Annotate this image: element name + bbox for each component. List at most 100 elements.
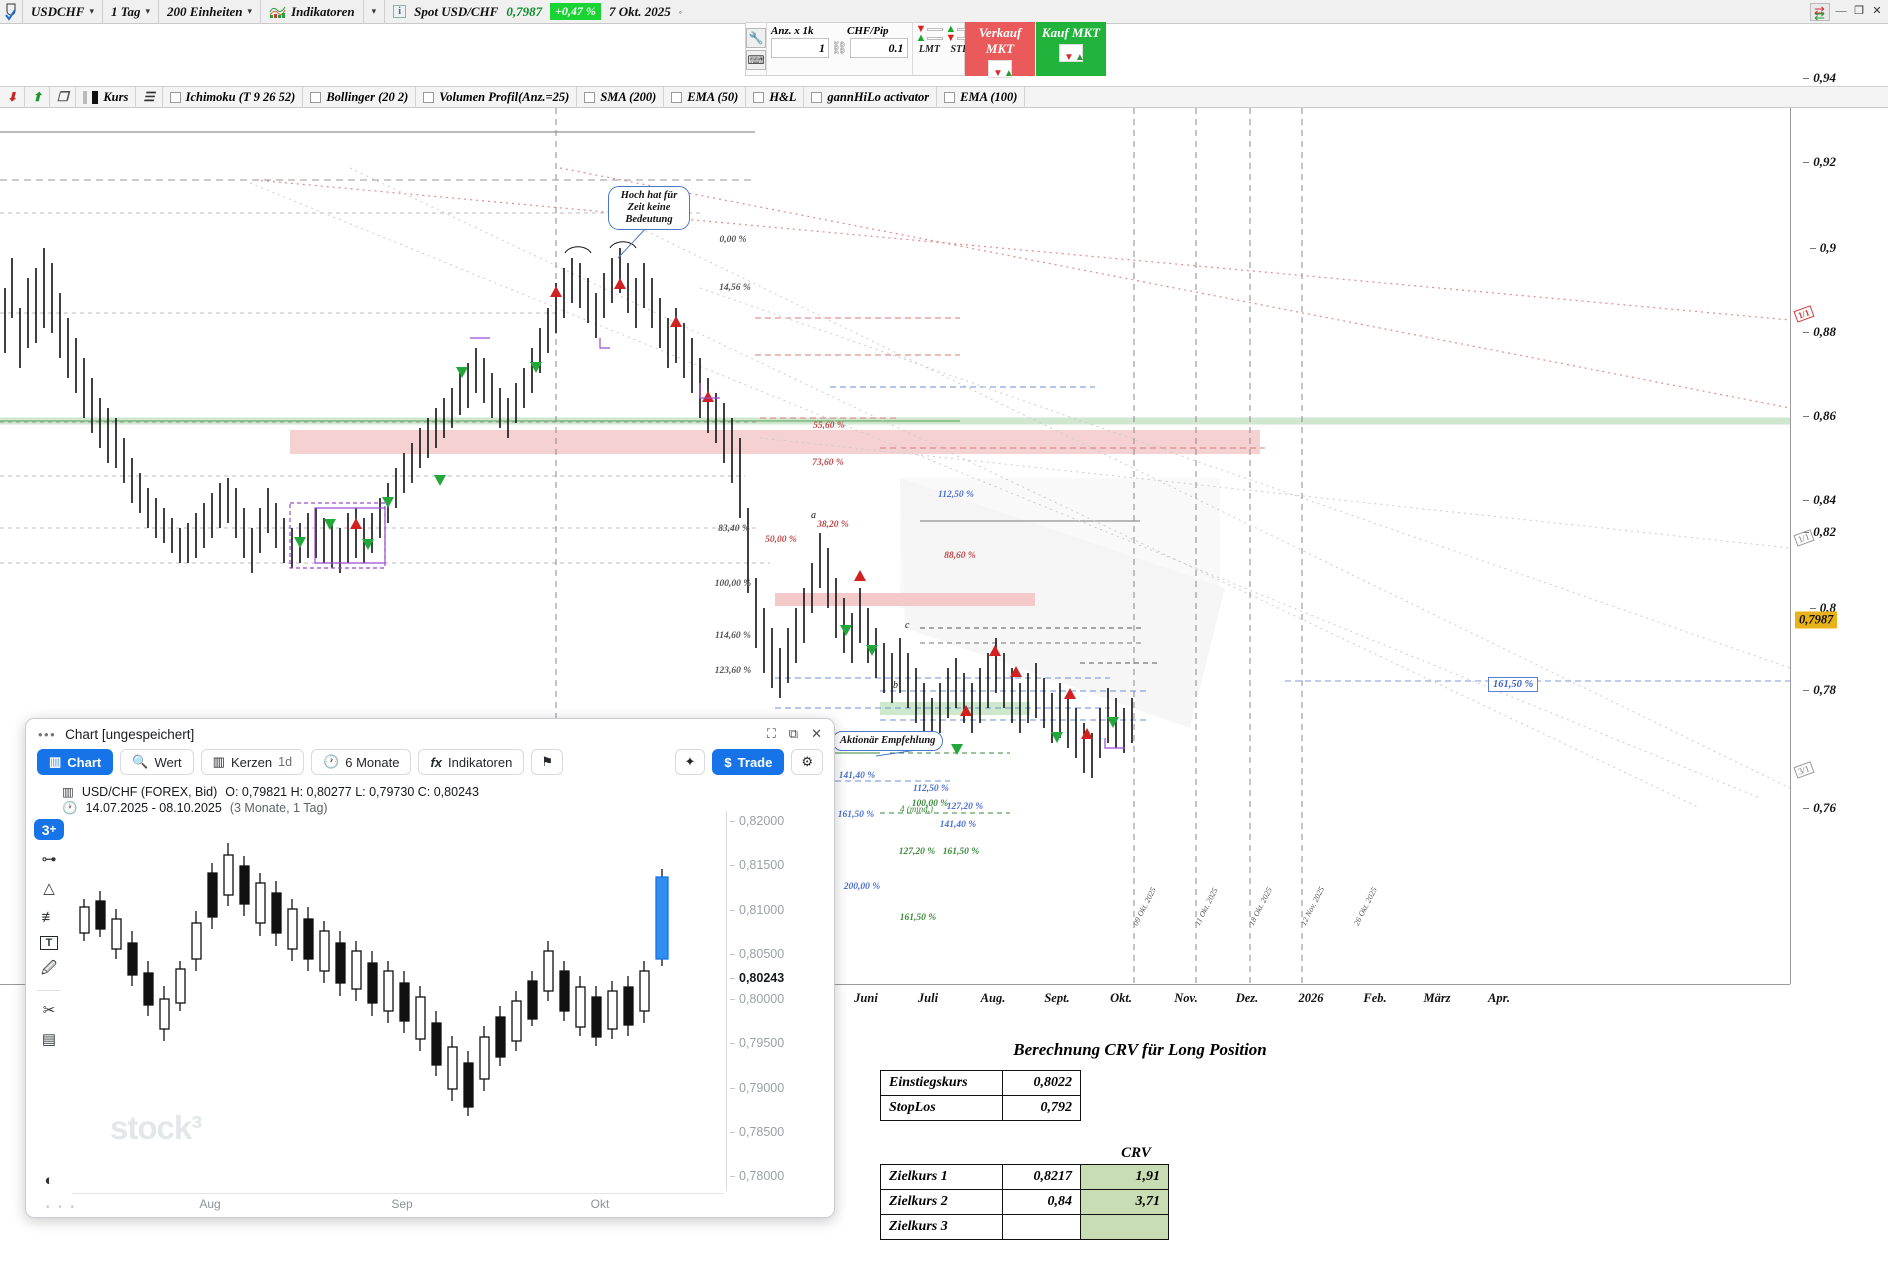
indicator-hl[interactable]: H&L — [746, 86, 805, 108]
current-price-tag: 0,7987 — [1795, 611, 1838, 629]
popout-icon[interactable]: ⧉ — [788, 726, 799, 741]
toolbar-logo[interactable] — [0, 0, 23, 24]
checkbox-icon[interactable] — [671, 91, 683, 103]
download-button[interactable]: ⬇ — [0, 86, 26, 108]
x-tick: 2026 — [1298, 991, 1324, 1005]
floating-chart-window[interactable]: ••• Chart [ungespeichert] ⛶ ⧉ ✕ ▥ Chart … — [25, 718, 835, 1218]
swap-icon[interactable] — [1810, 2, 1830, 24]
indicator-ichimoku[interactable]: Ichimoku (T 9 26 52) — [163, 86, 304, 108]
sell-market-button[interactable]: Verkauf MKT ▼▲ — [965, 22, 1035, 79]
keyboard-icon[interactable]: ⌨ — [746, 50, 766, 70]
annotation-hoch-zeit[interactable]: Hoch hat für Zeit keine Bedeutung — [608, 186, 690, 230]
indicators-dropdown[interactable]: ▾ — [364, 0, 386, 24]
floating-price-axis[interactable]: 0,82000 0,81500 0,81000 0,80500 0,80243 … — [726, 811, 834, 1191]
fib-icon[interactable]: ≢ — [41, 909, 57, 927]
maximize-button[interactable]: ❐ — [1854, 4, 1864, 17]
info-icon[interactable]: i — [393, 5, 407, 18]
y-tick: 0,9 — [1809, 240, 1836, 255]
y-tick: 0,86 — [1803, 408, 1836, 423]
close-icon[interactable]: ✕ — [811, 726, 822, 741]
indicator-ema50[interactable]: EMA (50) — [664, 86, 747, 108]
checkbox-icon[interactable] — [944, 91, 956, 103]
edit-icon[interactable]: 🖉 — [41, 960, 57, 978]
row-label: Zielkurs 2 — [880, 1189, 1003, 1215]
floating-chart-plot[interactable]: stock³ — [72, 811, 724, 1191]
tools-icon[interactable]: ✂ — [42, 1001, 56, 1019]
checkbox-icon[interactable] — [169, 91, 181, 103]
table-row: Einstiegskurs 0,8022 — [880, 1070, 1081, 1096]
bookmark-button[interactable]: ⚑ — [531, 749, 563, 775]
indicator-label: EMA (100) — [960, 89, 1018, 104]
fib-label: 127,20 % — [898, 847, 936, 857]
units-selector[interactable]: 200 Einheiten ▾ — [159, 0, 262, 24]
indicator-ema100[interactable]: EMA (100) — [937, 86, 1026, 108]
triangle-icon[interactable]: △ — [43, 880, 55, 898]
floating-time-axis[interactable]: Aug Sep Okt — [72, 1193, 724, 1213]
clock-icon: 🕐 — [323, 754, 340, 769]
wave-label-c: c — [905, 620, 910, 631]
trade-label: Trade — [737, 754, 773, 770]
ratio-box-3-1: 3/1 — [1793, 761, 1815, 779]
main-price-chart[interactable]: 0,00 % 14,56 % 55,60 % 73,60 % 112,50 % … — [0, 108, 1790, 984]
indicator-label: Volumen Profil(Anz.=25) — [439, 89, 570, 104]
indicator-volumen-profil[interactable]: Volumen Profil(Anz.=25) — [416, 86, 578, 108]
checkbox-icon[interactable] — [584, 91, 596, 103]
checkbox-icon[interactable] — [753, 91, 765, 103]
checkbox-icon[interactable] — [310, 91, 322, 103]
drawing-toolbar: 3 + ⊶ △ ≢ T 🖉 ✂ ▤ ◐ — [32, 811, 66, 1191]
minimize-button[interactable]: — — [1835, 4, 1847, 17]
magic-button[interactable]: ✦ — [674, 749, 706, 775]
text-icon[interactable]: T — [40, 936, 58, 951]
row-crv — [1080, 1214, 1169, 1240]
tab-kerzen[interactable]: ▥ Kerzen 1d — [200, 749, 305, 775]
indicator-bollinger[interactable]: Bollinger (20 2) — [303, 86, 417, 108]
price-indicator[interactable]: Kurs — [76, 86, 137, 108]
upload-button[interactable]: ⬆ — [25, 86, 51, 108]
annotation-aktionaer[interactable]: Aktionär Empfehlung — [832, 731, 944, 751]
indicator-label: gannHiLo activator — [827, 89, 930, 104]
y-tick: 0,94 — [1803, 70, 1836, 85]
table-row: Zielkurs 3 — [880, 1214, 1169, 1240]
wrench-icon[interactable]: 🔧 — [746, 28, 766, 48]
crv-column-header: CRV — [1121, 1145, 1151, 1161]
quote-date: 7 Okt. 2025 — [608, 3, 671, 19]
quantity-input[interactable]: 1 — [771, 38, 829, 58]
symbol-selector[interactable]: USDCHF ▾ — [23, 0, 103, 24]
tab-label: Kerzen — [230, 754, 273, 770]
tab-chart[interactable]: ▥ Chart — [37, 749, 114, 775]
indicator-gannhilo[interactable]: gannHiLo activator — [804, 86, 938, 108]
pager-dots[interactable]: • • • — [46, 1202, 78, 1213]
checkbox-icon[interactable] — [811, 91, 823, 103]
list-button[interactable]: ☰ — [136, 86, 163, 108]
tab-indikatoren[interactable]: fx Indikatoren — [418, 749, 525, 775]
y-tick: 0,78 — [1803, 682, 1836, 697]
expand-icon[interactable]: ⛶ — [766, 726, 776, 741]
lmt-button[interactable]: ▼ ▲ LMT — [916, 24, 944, 75]
y-tick: 0,8 — [1809, 600, 1836, 615]
checkbox-icon[interactable] — [423, 91, 435, 103]
close-button[interactable]: ✕ — [1872, 4, 1882, 17]
fib-label: 88,60 % — [944, 551, 976, 561]
candles-icon: ▥ — [212, 754, 225, 769]
price-axis[interactable]: 0,94 0,92 0,9 0,88 0,86 0,84 0,82 0,8 0,… — [1790, 70, 1888, 984]
copy-button[interactable]: ❐ — [50, 86, 77, 108]
link-icon[interactable]: ⛓ — [831, 40, 848, 55]
3plus-icon[interactable]: 3 + — [34, 819, 64, 841]
tab-label: Wert — [154, 754, 182, 770]
crosshair-line-icon[interactable]: ⊶ — [41, 850, 57, 868]
indicator-sma200[interactable]: SMA (200) — [577, 86, 665, 108]
buy-label: Kauf MKT — [1041, 25, 1101, 40]
menu-dots-icon[interactable]: ••• — [38, 726, 57, 742]
indicators-selector[interactable]: Indikatoren — [261, 0, 364, 24]
tab-wert[interactable]: 🔍 Wert — [120, 749, 194, 775]
pip-input[interactable]: 0.1 — [849, 38, 908, 58]
trade-button[interactable]: $ Trade — [712, 749, 785, 775]
contrast-icon[interactable]: ◐ — [44, 1171, 54, 1189]
buy-market-button[interactable]: Kauf MKT ▼▲ — [1036, 22, 1106, 76]
settings-button[interactable]: ⚙ — [791, 749, 823, 775]
row-value — [1002, 1214, 1081, 1240]
layout-icon[interactable]: ▤ — [41, 1031, 57, 1048]
interval-selector[interactable]: 1 Tag ▾ — [103, 0, 160, 24]
floating-window-titlebar[interactable]: ••• Chart [ungespeichert] ⛶ ⧉ ✕ — [26, 719, 834, 749]
tab-zeitraum[interactable]: 🕐 6 Monate — [311, 749, 412, 775]
